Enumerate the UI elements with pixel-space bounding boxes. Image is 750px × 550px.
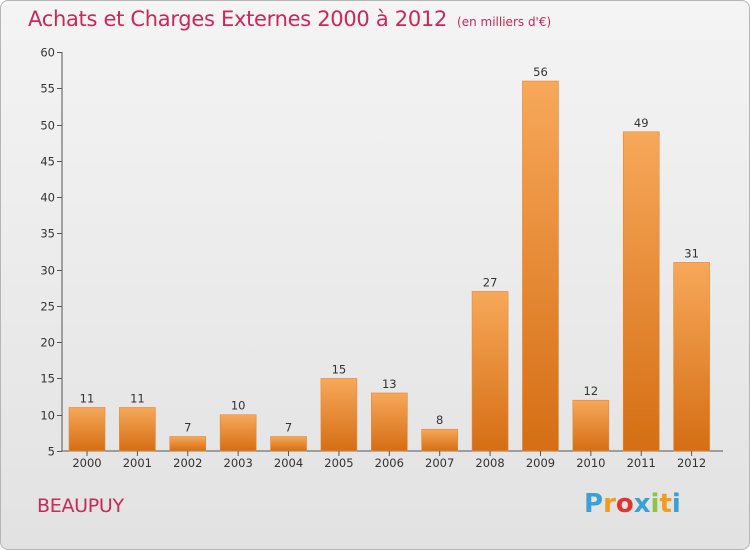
x-tick-label: 2009: [526, 456, 555, 470]
x-tick-label: 2005: [324, 456, 353, 470]
bar: [572, 399, 610, 452]
x-tick-label: 2012: [677, 456, 706, 470]
logo-letter: i: [671, 489, 681, 519]
chart-unit-label: (en milliers d'€): [457, 15, 552, 29]
y-tick-label: 15: [40, 372, 55, 386]
logo-letter: r: [603, 489, 616, 519]
y-tick-label: 10: [40, 409, 55, 423]
data-label: 27: [483, 275, 498, 289]
logo-letter: t: [659, 489, 672, 519]
data-label: 10: [231, 399, 246, 413]
x-tick-label: 2003: [224, 456, 253, 470]
y-tick-label: 25: [40, 300, 55, 314]
region-label: BEAUPUY: [37, 495, 124, 517]
x-tick-label: 2002: [173, 456, 202, 470]
data-label: 12: [584, 384, 599, 398]
bar: [169, 436, 207, 452]
y-tick-label: 50: [40, 119, 55, 133]
data-label: 7: [285, 420, 292, 434]
y-tick-label: 55: [40, 82, 55, 96]
logo-letter: o: [615, 489, 634, 519]
chart-title-text: Achats et Charges Externes 2000 à 2012: [28, 7, 448, 31]
y-tick-label: 60: [40, 46, 55, 60]
y-tick-label: 45: [40, 155, 55, 169]
data-label: 56: [533, 65, 548, 79]
data-label: 49: [634, 116, 649, 130]
bar: [68, 407, 106, 452]
data-label: 11: [80, 391, 95, 405]
bar: [673, 262, 710, 452]
logo-letter: P: [584, 489, 604, 519]
x-tick-label: 2007: [425, 456, 454, 470]
bar: [219, 414, 257, 452]
bar: [471, 291, 509, 452]
x-tick-label: 2004: [274, 456, 303, 470]
x-tick-label: 2011: [627, 456, 656, 470]
data-label: 31: [684, 246, 699, 260]
x-tick-label: 2010: [576, 456, 605, 470]
bar: [522, 80, 559, 452]
data-label: 13: [382, 377, 397, 391]
y-tick-label: 40: [40, 191, 55, 205]
bar: [119, 407, 156, 452]
logo-letter: i: [650, 489, 660, 519]
y-tick-label: 20: [40, 336, 55, 350]
y-tick-label: 30: [40, 264, 55, 278]
x-tick-label: 2000: [72, 456, 101, 470]
data-label: 15: [332, 362, 347, 376]
bar: [421, 428, 458, 452]
bar: [622, 131, 660, 452]
chart-title: Achats et Charges Externes 2000 à 2012 (e…: [28, 7, 551, 31]
data-label: 8: [436, 413, 443, 427]
x-tick-label: 2006: [375, 456, 404, 470]
y-tick-label: 5: [48, 445, 55, 459]
proxiti-logo[interactable]: Proxiti: [584, 489, 681, 519]
y-tick-label: 35: [40, 227, 55, 241]
bar: [270, 436, 307, 452]
logo-letter: x: [633, 489, 651, 519]
x-tick-label: 2001: [123, 456, 152, 470]
x-tick-label: 2008: [475, 456, 504, 470]
bar: [320, 378, 358, 452]
data-label: 11: [130, 391, 145, 405]
data-label: 7: [184, 420, 191, 434]
bar: [371, 392, 408, 452]
